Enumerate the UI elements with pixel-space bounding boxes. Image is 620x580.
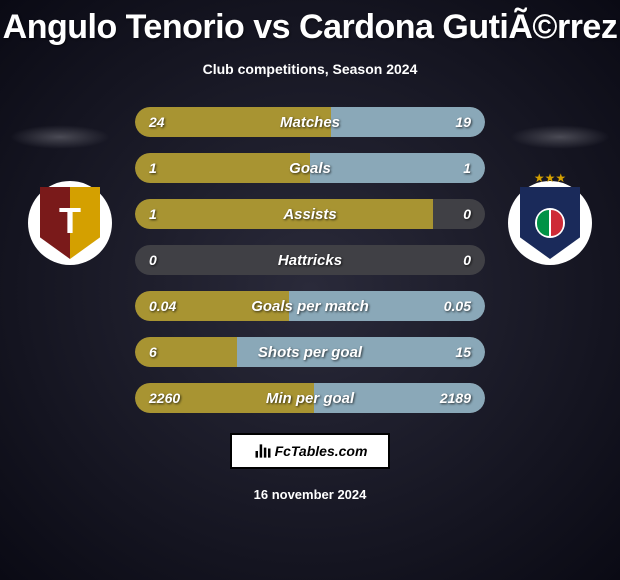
stat-bars: 2419Matches 11Goals 10Assists 00Hattricks 0.… xyxy=(135,107,485,413)
stat-row: 0.040.05Goals per match xyxy=(135,291,485,321)
shadow-right xyxy=(510,125,610,149)
stat-label: Shots per goal xyxy=(135,337,485,367)
stat-row: 615Shots per goal xyxy=(135,337,485,367)
brand-badge[interactable]: FcTables.com xyxy=(230,433,390,469)
chart-icon xyxy=(253,441,273,461)
stat-row: 22602189Min per goal xyxy=(135,383,485,413)
subtitle: Club competitions, Season 2024 xyxy=(0,61,620,77)
star-icon: ★★★ xyxy=(534,171,566,185)
stat-row: 00Hattricks xyxy=(135,245,485,275)
date-label: 16 november 2024 xyxy=(0,487,620,502)
shadow-left xyxy=(10,125,110,149)
stat-label: Hattricks xyxy=(135,245,485,275)
tolima-shield-icon xyxy=(40,187,100,259)
caldas-shield-icon xyxy=(520,187,580,259)
brand-label: FcTables.com xyxy=(275,443,368,459)
team-crest-right: ★★★ xyxy=(508,181,592,265)
stat-row: 10Assists xyxy=(135,199,485,229)
stat-label: Assists xyxy=(135,199,485,229)
page-title: Angulo Tenorio vs Cardona GutiÃ©rrez xyxy=(0,0,620,47)
stat-label: Goals xyxy=(135,153,485,183)
stat-label: Goals per match xyxy=(135,291,485,321)
stat-label: Matches xyxy=(135,107,485,137)
team-crest-left xyxy=(28,181,112,265)
stat-label: Min per goal xyxy=(135,383,485,413)
stat-row: 2419Matches xyxy=(135,107,485,137)
comparison-content: ★★★ 2419Matches 11Goals 10Assists 00Hattric… xyxy=(0,107,620,502)
stat-row: 11Goals xyxy=(135,153,485,183)
